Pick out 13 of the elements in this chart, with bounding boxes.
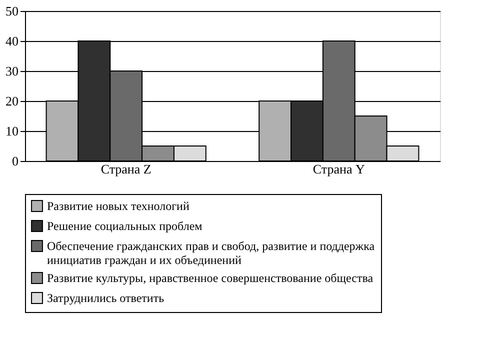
legend-label: Решение социальных проблем	[47, 219, 203, 233]
y-tick-label: 40	[6, 34, 18, 48]
legend-label: Развитие новых технологий	[47, 199, 190, 213]
y-tick-label: 10	[6, 124, 18, 138]
legend-label: Затруднились ответить	[47, 291, 165, 305]
legend-label: Обеспечение гражданских прав и свобод, развитие и поддержка инициатив граждан и их объединений	[47, 239, 376, 267]
y-tick-label: 30	[6, 64, 18, 78]
y-tick-label: 50	[6, 4, 18, 18]
x-tick-label: Страна Y	[312, 162, 366, 176]
legend-label: Развитие культуры, нравственное совершенствование общества	[47, 271, 374, 285]
x-tick-label: Страна Z	[100, 162, 152, 176]
y-tick-label: 0	[12, 154, 18, 168]
y-tick-label: 20	[6, 94, 18, 108]
